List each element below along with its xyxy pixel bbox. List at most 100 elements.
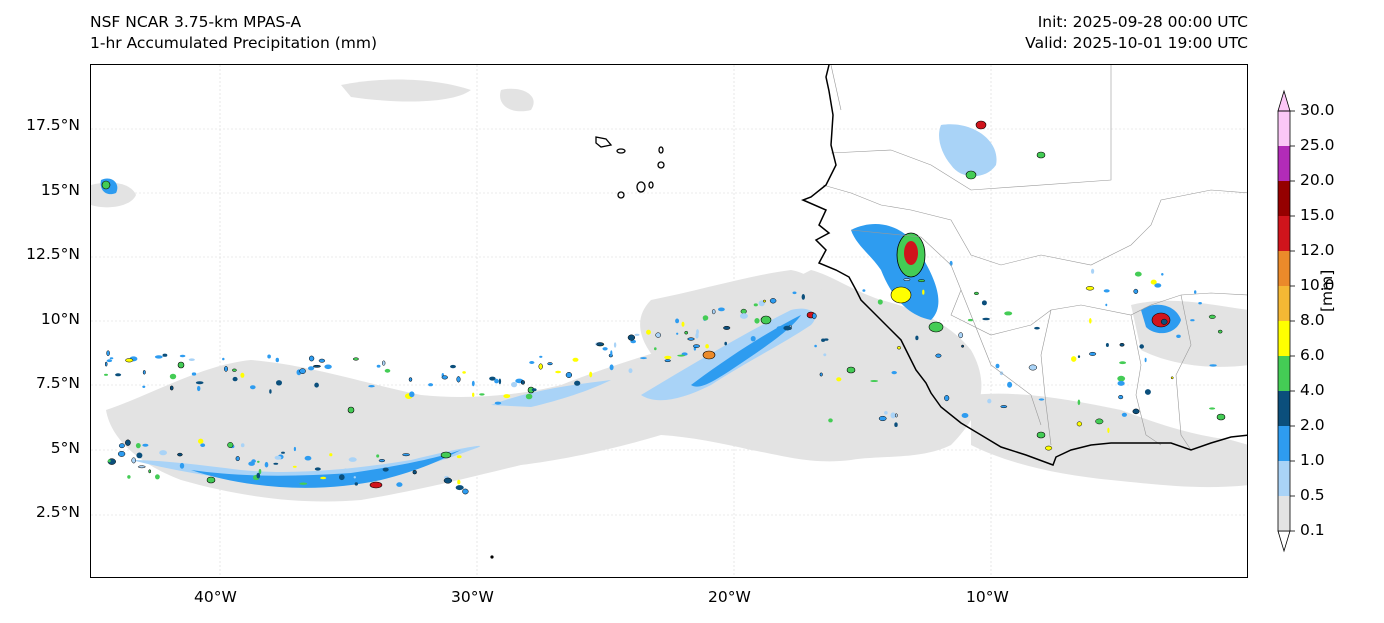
colorbar-segment [1278, 321, 1290, 356]
precip-cell [362, 479, 366, 483]
precip-cell [555, 370, 561, 374]
precip-cell [155, 474, 160, 480]
precip-cell [640, 357, 647, 360]
precip-cell [602, 347, 608, 351]
precip-cell [396, 482, 403, 487]
precip-cell [596, 342, 605, 347]
precip-cell [1198, 302, 1202, 305]
precip-cell [455, 485, 464, 491]
precip-cell [1077, 355, 1081, 358]
precip-cell [565, 372, 573, 378]
precip-cell [1077, 399, 1081, 406]
precip-cell [520, 380, 525, 385]
precip-cell [724, 341, 727, 346]
precip-cell [299, 368, 306, 374]
precip-cell [177, 452, 183, 457]
precip-cell [456, 455, 462, 459]
precip-cell [428, 383, 434, 387]
precip-cell [224, 366, 228, 372]
lat-tick-7-5: 7.5°N [36, 374, 80, 392]
precip-cell [1209, 407, 1216, 410]
precip-cell [179, 354, 186, 358]
precip-cell [1107, 427, 1110, 433]
precip-cell [142, 443, 149, 447]
colorbar-segment [1278, 391, 1290, 426]
precip-cell [269, 389, 272, 394]
precip-cell [627, 334, 636, 341]
precip-cell [664, 355, 672, 360]
precip-cell [200, 443, 206, 448]
precip-cell [823, 353, 827, 357]
map-panel [90, 64, 1248, 578]
precip-cell [304, 455, 312, 461]
precip-cell [1034, 326, 1040, 330]
precip-cell [862, 289, 866, 292]
precip-cell [884, 411, 888, 415]
colorbar-tick-label: 25.0 [1300, 136, 1335, 154]
precip-cell [1160, 318, 1168, 325]
precip-cell [754, 318, 760, 324]
precip-cell [136, 452, 143, 459]
precip-cell [441, 375, 448, 380]
precip-cell [705, 344, 709, 349]
precip-cell [769, 298, 777, 304]
precip-cell [251, 459, 256, 463]
colorbar-tick-label: 10.0 [1300, 276, 1335, 294]
precip-cell [1134, 271, 1142, 277]
precip-cell [1095, 418, 1104, 425]
precip-cell [1144, 389, 1151, 395]
map-canvas [91, 65, 1247, 577]
lat-tick-10: 10°N [40, 310, 80, 328]
precip-cell [257, 460, 260, 463]
precip-cell [443, 477, 453, 484]
precip-cell [131, 457, 136, 464]
precip-cell [903, 278, 911, 281]
precip-cell [1076, 421, 1083, 427]
precip-cell [814, 344, 817, 348]
precip-cell [739, 313, 748, 319]
precip-cell [344, 468, 347, 473]
precip-cell [1144, 357, 1147, 363]
precip-cell [274, 455, 282, 460]
precip-cell [891, 371, 897, 375]
precip-cell [154, 355, 163, 359]
precip-cell [676, 332, 679, 335]
precip-cell [354, 482, 358, 486]
precip-cell [159, 450, 167, 456]
precip-cell [293, 446, 296, 452]
trace-precip-regions [91, 79, 1247, 502]
precip-cell [750, 336, 756, 342]
precip-cell [1132, 408, 1140, 415]
precip-cell [256, 472, 261, 479]
precip-cell [142, 370, 146, 375]
precip-cell [1038, 398, 1045, 401]
lat-tick-2-5: 2.5°N [36, 503, 80, 521]
precip-cell [148, 469, 152, 474]
lon-tick-30w: 30°W [451, 588, 494, 606]
precip-cell [1133, 288, 1139, 294]
precip-cell [1105, 343, 1109, 347]
precip-cell [258, 469, 262, 474]
precip-cell [675, 318, 680, 324]
precip-cell [382, 360, 386, 366]
precip-cell [1139, 344, 1144, 349]
precip-cell [961, 413, 969, 418]
colorbar-segment [1278, 111, 1290, 146]
precip-cell [169, 385, 174, 391]
precip-cell [457, 479, 461, 485]
precip-cell [628, 368, 633, 374]
colorbar-extend-max [1277, 89, 1291, 112]
precip-cell [572, 357, 579, 362]
model-name: NSF NCAR 3.75-km MPAS-A [90, 13, 302, 31]
precip-cell [250, 385, 256, 390]
colorbar-segment [1278, 496, 1290, 531]
precip-cell [179, 462, 185, 469]
precip-cell [273, 462, 279, 465]
colorbar-tick-label: 20.0 [1300, 171, 1335, 189]
precip-cell [142, 385, 146, 388]
colorbar-segment [1278, 461, 1290, 496]
precip-cell [687, 337, 695, 341]
precip-cell [127, 475, 131, 479]
precip-cell [308, 355, 315, 362]
precip-cell [240, 372, 245, 378]
